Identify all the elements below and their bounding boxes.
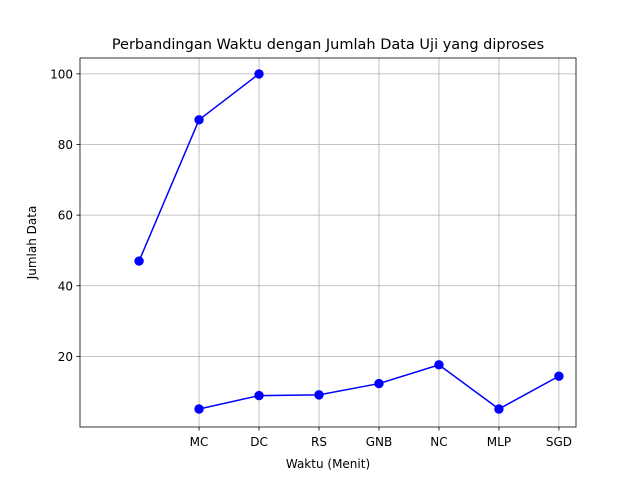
series-1-point: [194, 115, 204, 125]
y-axis-title: Jumlah Data: [25, 206, 39, 281]
x-axis-title: Waktu (Menit): [286, 457, 370, 471]
x-tick-label: RS: [311, 435, 327, 449]
series-1-point: [254, 69, 264, 79]
chart-title: Perbandingan Waktu dengan Jumlah Data Uj…: [112, 37, 544, 53]
series-2-point: [434, 360, 444, 370]
x-tick-label: DC: [250, 435, 268, 449]
series-layer: [134, 69, 564, 414]
plot-frame: [79, 57, 577, 428]
x-tick-label: SGD: [546, 435, 572, 449]
series-1-point: [134, 256, 144, 266]
series-2-point: [254, 390, 264, 401]
series-2-point: [314, 390, 324, 400]
y-tick-label: 40: [58, 279, 73, 293]
grid-layer: [80, 58, 576, 427]
series-2-point: [374, 378, 384, 389]
y-tick-label: 100: [50, 67, 73, 81]
series-2-point: [494, 404, 504, 414]
y-tick-label: 80: [58, 138, 73, 152]
x-tick-label: MLP: [487, 435, 511, 449]
series-2-point: [194, 404, 204, 414]
x-tick-label: NC: [430, 435, 447, 449]
x-tick-label: MC: [190, 435, 209, 449]
y-tick-label: 60: [58, 209, 73, 223]
tick-layer: MC DC RS GNB NC MLP SGD 20 40 60 80 100: [50, 67, 572, 449]
x-tick-label: GNB: [366, 435, 393, 449]
series-2-point: [554, 371, 564, 381]
y-tick-label: 20: [58, 350, 73, 364]
